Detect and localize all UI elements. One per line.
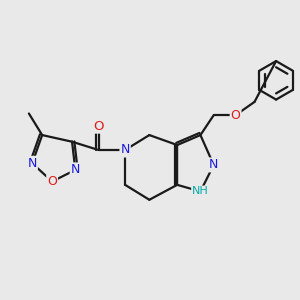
Text: O: O (47, 175, 57, 188)
Text: N: N (28, 157, 37, 170)
Text: N: N (120, 143, 130, 157)
Text: O: O (231, 109, 241, 122)
Text: NH: NH (192, 187, 209, 196)
Text: O: O (93, 120, 104, 133)
Text: N: N (71, 164, 80, 176)
Text: N: N (209, 158, 218, 171)
